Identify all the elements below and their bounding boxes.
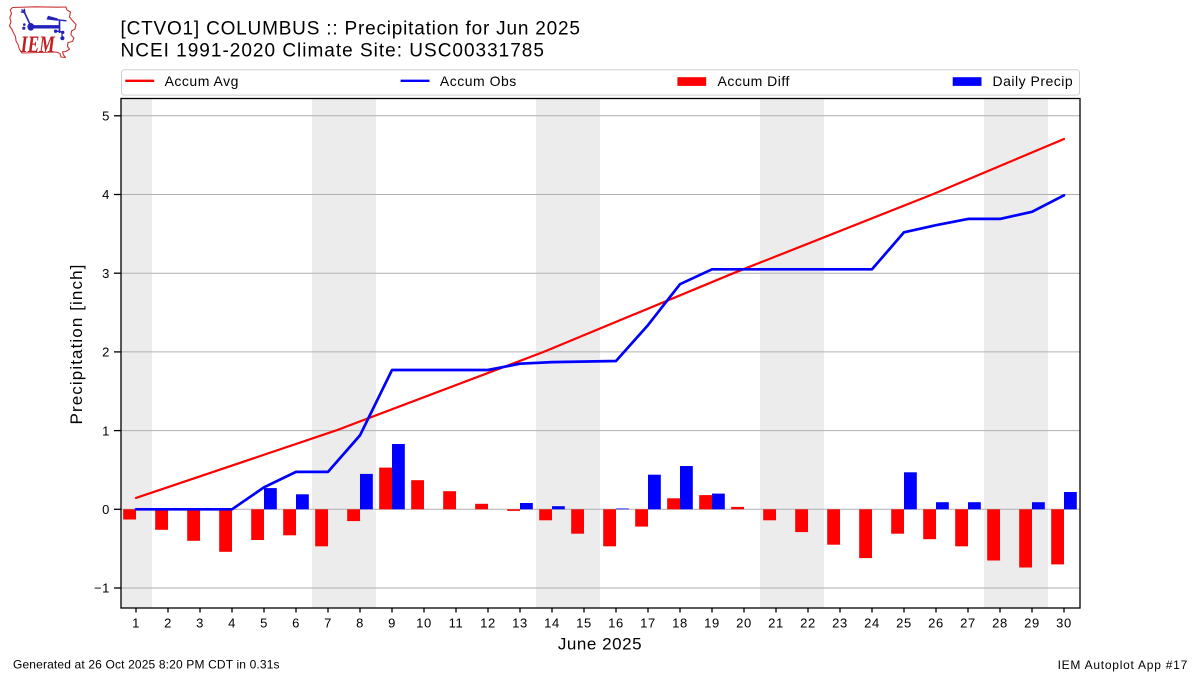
svg-text:3: 3	[102, 266, 110, 281]
svg-text:11: 11	[449, 616, 464, 631]
svg-text:17: 17	[640, 616, 656, 631]
svg-text:19: 19	[704, 616, 720, 631]
svg-text:5: 5	[260, 616, 268, 631]
svg-text:9: 9	[388, 616, 396, 631]
svg-text:28: 28	[992, 616, 1008, 631]
svg-text:Accum Obs: Accum Obs	[440, 73, 517, 89]
svg-text:IEM Autoplot App #17: IEM Autoplot App #17	[1058, 658, 1188, 672]
svg-text:13: 13	[512, 616, 528, 631]
svg-text:June 2025: June 2025	[558, 635, 642, 654]
svg-text:Precipitation [inch]: Precipitation [inch]	[67, 264, 86, 425]
svg-text:8: 8	[356, 616, 364, 631]
svg-text:2: 2	[102, 345, 110, 360]
svg-text:20: 20	[736, 616, 752, 631]
svg-text:25: 25	[896, 616, 912, 631]
svg-text:Accum Diff: Accum Diff	[718, 73, 790, 89]
svg-text:1: 1	[132, 616, 140, 631]
svg-text:29: 29	[1024, 616, 1040, 631]
svg-text:4: 4	[228, 616, 236, 631]
svg-text:30: 30	[1056, 616, 1072, 631]
svg-text:10: 10	[416, 616, 432, 631]
svg-text:4: 4	[102, 187, 110, 202]
svg-text:24: 24	[864, 616, 880, 631]
svg-text:NCEI 1991-2020 Climate Site: U: NCEI 1991-2020 Climate Site: USC00331785	[121, 41, 545, 62]
svg-text:23: 23	[832, 616, 848, 631]
svg-text:3: 3	[196, 616, 204, 631]
svg-text:16: 16	[608, 616, 624, 631]
svg-text:7: 7	[324, 616, 332, 631]
svg-text:21: 21	[768, 616, 784, 631]
svg-text:5: 5	[102, 109, 110, 124]
svg-text:18: 18	[672, 616, 688, 631]
svg-text:Generated at 26 Oct 2025 8:20: Generated at 26 Oct 2025 8:20 PM CDT in …	[13, 658, 280, 672]
svg-text:0: 0	[102, 502, 110, 517]
svg-text:Accum Avg: Accum Avg	[165, 73, 239, 89]
svg-text:26: 26	[928, 616, 944, 631]
svg-text:Daily Precip: Daily Precip	[993, 73, 1074, 89]
svg-text:IEM: IEM	[20, 32, 56, 57]
svg-text:12: 12	[480, 616, 496, 631]
svg-text:6: 6	[292, 616, 300, 631]
svg-text:14: 14	[544, 616, 560, 631]
svg-text:22: 22	[800, 616, 816, 631]
svg-text:27: 27	[960, 616, 976, 631]
svg-text:−1: −1	[94, 581, 110, 596]
svg-text:1: 1	[102, 423, 110, 438]
svg-text:15: 15	[576, 616, 592, 631]
svg-text:2: 2	[164, 616, 172, 631]
svg-text:[CTVO1] COLUMBUS :: Precipitat: [CTVO1] COLUMBUS :: Precipitation for Ju…	[121, 19, 581, 40]
